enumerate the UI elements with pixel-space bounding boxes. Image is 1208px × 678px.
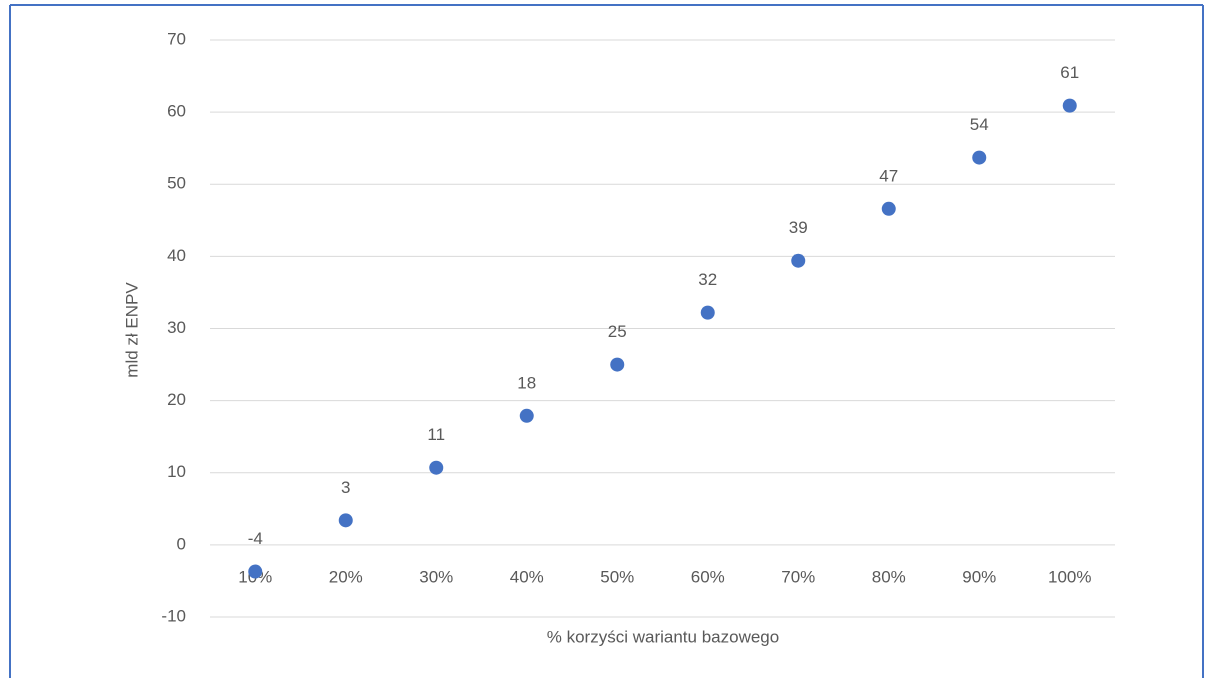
marker (972, 150, 987, 165)
marker (248, 564, 263, 579)
data-label: 32 (698, 270, 717, 289)
x-axis-title: % korzyści wariantu bazowego (547, 627, 779, 646)
marker (700, 305, 715, 320)
y-tick-label: 10 (167, 462, 186, 481)
data-label: 18 (517, 373, 536, 392)
y-tick-label: 40 (167, 246, 186, 265)
data-label: 11 (427, 425, 445, 444)
x-tick-label: 60% (691, 567, 725, 586)
data-label: 54 (970, 115, 989, 134)
y-tick-label: 0 (177, 534, 186, 553)
y-axis-title: mld zł ENPV (122, 282, 141, 378)
marker (1062, 98, 1077, 113)
marker (338, 513, 353, 528)
y-tick-label: 30 (167, 318, 186, 337)
y-tick-label: -10 (161, 606, 186, 625)
x-tick-label: 40% (510, 567, 544, 586)
marker (610, 357, 625, 372)
data-label: 61 (1060, 63, 1079, 82)
data-label: -4 (248, 529, 263, 548)
data-label: 47 (879, 166, 898, 185)
data-label: 3 (341, 478, 350, 497)
x-tick-label: 70% (781, 567, 815, 586)
marker (519, 408, 534, 423)
x-tick-label: 20% (329, 567, 363, 586)
x-tick-label: 80% (872, 567, 906, 586)
x-tick-label: 30% (419, 567, 453, 586)
x-tick-label: 50% (600, 567, 634, 586)
data-label: 25 (608, 322, 627, 341)
y-tick-label: 20 (167, 390, 186, 409)
y-tick-label: 70 (167, 29, 186, 48)
marker (881, 201, 896, 216)
marker (791, 253, 806, 268)
marker (429, 460, 444, 475)
y-tick-label: 50 (167, 174, 186, 193)
x-tick-label: 100% (1048, 567, 1091, 586)
x-tick-label: 90% (962, 567, 996, 586)
y-tick-label: 60 (167, 102, 186, 121)
data-label: 39 (789, 218, 808, 237)
